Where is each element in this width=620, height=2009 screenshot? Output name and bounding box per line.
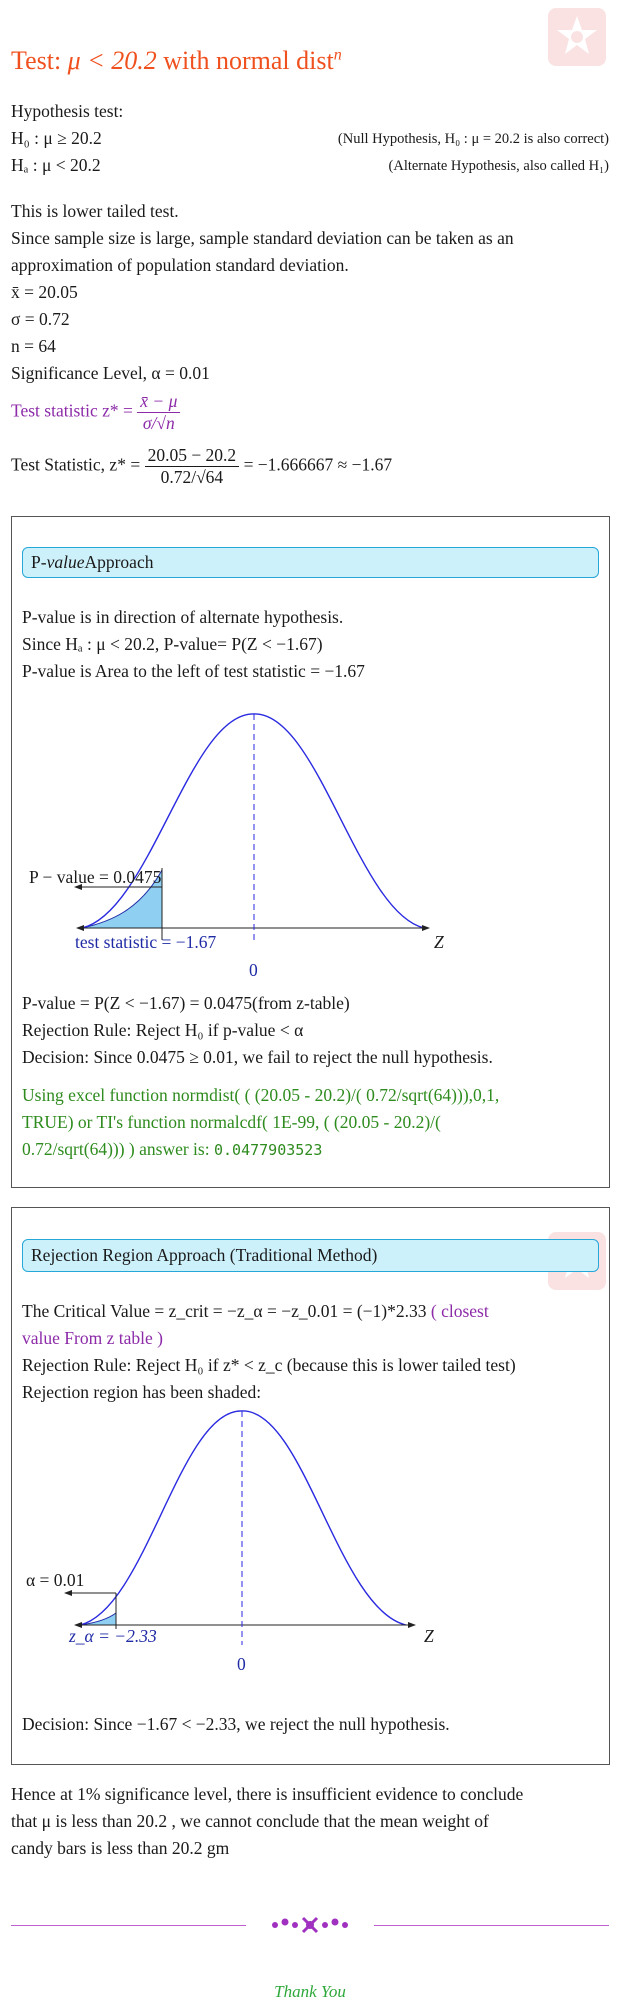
- rejection-z-alpha-label: z_α = −2.33: [69, 1626, 157, 1646]
- ornament-icon: [272, 1916, 348, 1934]
- conclusion-line-2: that μ is less than 20.2 , we cannot con…: [11, 1811, 489, 1831]
- pvalue-curve: [81, 713, 425, 929]
- pvalue-header-p: P-: [31, 552, 47, 572]
- pvalue-approach-frame: [11, 516, 610, 1188]
- critical-value-note: ( closest: [426, 1301, 489, 1321]
- statistic-label: Test Statistic, z* =: [11, 454, 145, 475]
- ha-statement: Hₐ : μ < 20.2: [11, 155, 101, 175]
- statistic-denominator: 0.72/√64: [160, 467, 224, 487]
- statistic-result: = −1.666667 ≈ −1.67: [239, 454, 393, 475]
- critical-value-text: The Critical Value = z_crit = −z_α = −z_…: [22, 1301, 427, 1321]
- excel-answer: 0.0477903523: [213, 1141, 323, 1159]
- pvalue-line-2: Since Hₐ : μ < 20.2, P-value= P(Z < −1.6…: [22, 634, 323, 654]
- pvalue-line-1: P-value is in direction of alternate hyp…: [22, 607, 344, 627]
- watermark-logo: [548, 8, 606, 66]
- rejection-approach-frame: [11, 1207, 610, 1765]
- sigma-value: σ = 0.72: [11, 309, 70, 329]
- ornament-divider: [0, 1910, 620, 1940]
- pvalue-header-value: value: [46, 552, 85, 572]
- rejection-decision: Decision: Since −1.67 < −2.33, we reject…: [22, 1714, 450, 1734]
- pvalue-z-label: Z: [434, 932, 444, 952]
- rejection-zero-label: 0: [237, 1654, 246, 1674]
- formula-numerator: x̄ − μ: [137, 391, 181, 413]
- rejection-rule: Rejection Rule: Reject H₀ if z* < z_c (b…: [22, 1355, 516, 1375]
- title-sup: n: [333, 46, 342, 64]
- test-statistic-formula: Test statistic z* = x̄ − μ σ/√n: [11, 391, 181, 434]
- title-prefix: Test:: [11, 46, 68, 75]
- pvalue-result-3: Decision: Since 0.0475 ≥ 0.01, we fail t…: [22, 1047, 493, 1067]
- intro-line-1: This is lower tailed test.: [11, 201, 179, 221]
- ha-note: (Alternate Hypothesis, also called H₁): [388, 158, 609, 174]
- pvalue-zero-label: 0: [249, 960, 258, 980]
- alpha-value: Significance Level, α = 0.01: [11, 363, 210, 383]
- intro-line-2: Since sample size is large, sample stand…: [11, 228, 514, 248]
- rejection-header-label: Rejection Region Approach (Traditional M…: [31, 1245, 378, 1265]
- rejection-curve: [79, 1410, 407, 1626]
- rejection-alpha-label: α = 0.01: [26, 1570, 85, 1590]
- conclusion-line-3: candy bars is less than 20.2 gm: [11, 1838, 230, 1858]
- formula-label: Test statistic z* =: [11, 400, 138, 421]
- excel-line-1: Using excel function normdist( ( (20.05 …: [22, 1085, 500, 1105]
- hypothesis-heading: Hypothesis test:: [11, 101, 124, 121]
- pvalue-stat-label: test statistic = −1.67: [75, 932, 217, 952]
- pvalue-graph-label: P − value = 0.0475: [29, 867, 162, 887]
- rejection-shaded-text: Rejection region has been shaded:: [22, 1382, 262, 1402]
- thank-you-text: Thank You: [274, 1982, 346, 2001]
- pvalue-result-1: P-value = P(Z < −1.67) = 0.0475(from z-t…: [22, 993, 350, 1013]
- rejection-normal-curve-graph: [64, 1410, 416, 1645]
- xbar-value: x̄ = 20.05: [11, 282, 78, 302]
- pvalue-result-2: Rejection Rule: Reject H₀ if p-value < α: [22, 1020, 304, 1040]
- h0-note: (Null Hypothesis, H₀ : μ = 20.2 is also …: [337, 131, 609, 147]
- pvalue-approach-header: P-value Approach: [22, 547, 599, 578]
- formula-denominator: σ/√n: [142, 413, 175, 433]
- pvalue-normal-curve-graph: [74, 713, 430, 940]
- statistic-numerator: 20.05 − 20.2: [144, 445, 240, 467]
- h0-statement: H₀ : μ ≥ 20.2: [11, 128, 102, 148]
- rejection-approach-header: Rejection Region Approach (Traditional M…: [22, 1239, 599, 1272]
- conclusion-line-1: Hence at 1% significance level, there is…: [11, 1784, 524, 1804]
- page-title: Test: μ < 20.2 with normal distn: [11, 46, 342, 76]
- test-statistic-computation: Test Statistic, z* = 20.05 − 20.2 0.72/√6…: [11, 445, 392, 488]
- critical-value-line: The Critical Value = z_crit = −z_α = −z_…: [22, 1301, 489, 1322]
- excel-line-3: 0.72/sqrt(64))) ) answer is: 0.047790352…: [22, 1139, 322, 1160]
- excel-line-3-text: 0.72/sqrt(64))) ) answer is:: [22, 1139, 214, 1159]
- rejection-z-label: Z: [424, 1626, 434, 1646]
- title-expr: μ < 20.2: [67, 46, 157, 75]
- intro-line-3: approximation of population standard dev…: [11, 255, 349, 275]
- pvalue-line-3: P-value is Area to the left of test stat…: [22, 661, 365, 681]
- n-value: n = 64: [11, 336, 56, 356]
- excel-line-2: TRUE) or TI's function normalcdf( 1E-99,…: [22, 1112, 441, 1132]
- pvalue-header-rest: Approach: [84, 552, 154, 572]
- critical-value-note-2: value From z table ): [22, 1328, 163, 1348]
- title-suffix: with normal dist: [156, 46, 334, 75]
